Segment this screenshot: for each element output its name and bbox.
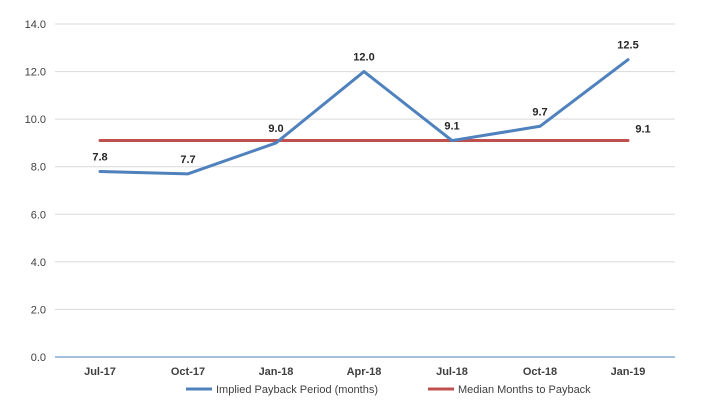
- data-label: 7.7: [180, 154, 195, 166]
- x-tick-label: Jan-19: [611, 366, 646, 378]
- data-label: 9.0: [268, 123, 283, 135]
- y-tick-label: 6.0: [31, 209, 46, 221]
- x-tick-label: Oct-18: [523, 366, 557, 378]
- y-tick-label: 4.0: [31, 257, 46, 269]
- data-label: 12.0: [353, 52, 374, 64]
- legend-label: Implied Payback Period (months): [216, 384, 378, 396]
- data-label: 9.1: [635, 124, 650, 136]
- legend-label: Median Months to Payback: [458, 384, 591, 396]
- data-label: 9.1: [444, 121, 459, 133]
- x-tick-label: Jul-17: [84, 366, 116, 378]
- data-label: 9.7: [532, 106, 547, 118]
- gridlines: [55, 23, 675, 310]
- y-tick-label: 12.0: [25, 67, 46, 79]
- y-tick-label: 14.0: [25, 19, 46, 31]
- y-tick-label: 2.0: [31, 304, 46, 316]
- x-tick-label: Apr-18: [347, 366, 382, 378]
- legend: Implied Payback Period (months) Median Mo…: [186, 384, 591, 396]
- y-tick-label: 10.0: [25, 114, 46, 126]
- y-tick-label: 0.0: [31, 352, 46, 364]
- series-lines: [98, 58, 630, 176]
- x-tick-label: Oct-17: [171, 366, 205, 378]
- series-line-implied-payback: [98, 58, 630, 176]
- data-label: 7.8: [92, 151, 107, 163]
- x-tick-label: Jan-18: [259, 366, 294, 378]
- y-axis-tick-labels: 0.0 2.0 4.0 6.0 8.0 10.0 12.0 14.0: [25, 19, 46, 364]
- x-axis-tick-labels: Jul-17 Oct-17 Jan-18 Apr-18 Jul-18 Oct-18 Jan-…: [84, 366, 645, 378]
- data-labels: 7.8 7.7 9.0 12.0 9.1 9.7 12.5 9.1: [92, 40, 650, 166]
- data-label: 12.5: [617, 40, 638, 52]
- x-tick-label: Jul-18: [436, 366, 468, 378]
- y-tick-label: 8.0: [31, 162, 46, 174]
